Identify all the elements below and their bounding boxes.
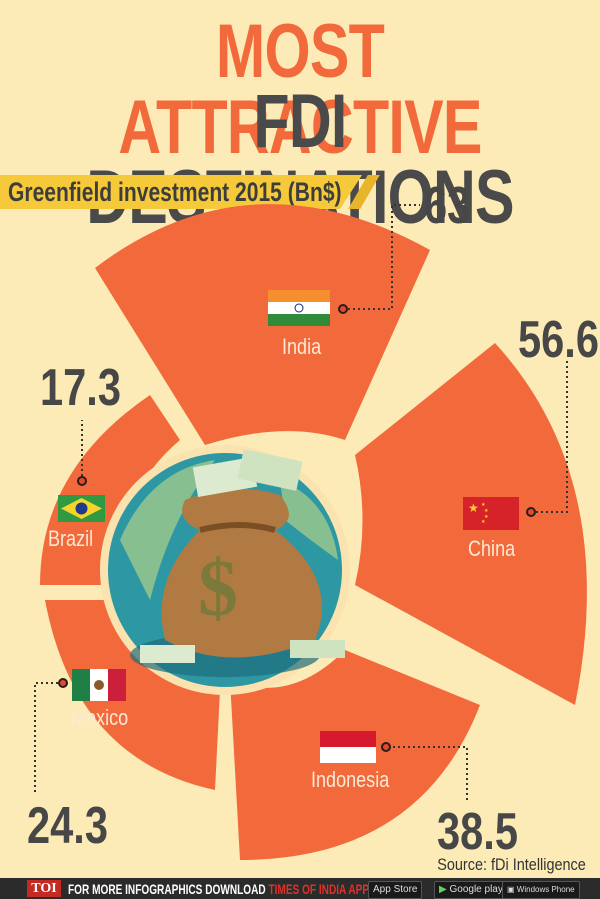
label-indonesia: Indonesia [311,767,390,792]
subtitle-bar [0,175,340,209]
title-line-1: MOST ATTRACTIVE [118,9,482,170]
indonesia-flag-icon [320,731,376,763]
value-mexico: 24.3 [27,797,108,855]
svg-text:★: ★ [484,514,489,520]
svg-text:★: ★ [484,508,489,514]
label-india: India [282,334,322,359]
footer-promo: FOR MORE INFOGRAPHICS DOWNLOAD TIMES OF … [68,881,369,897]
label-brazil: Brazil [48,526,94,551]
segment-india [95,204,430,445]
value-india: 63 [424,177,471,235]
windows-phone-label: Windows Phone [516,885,575,894]
mexico-flag-icon [72,669,126,701]
toi-logo[interactable]: TOI [27,880,61,897]
value-brazil: 17.3 [40,359,121,417]
svg-text:★: ★ [468,501,479,515]
play-icon: ▶ [439,884,447,895]
svg-text:★: ★ [481,519,486,525]
windows-icon: ▣ [507,885,515,894]
svg-text:$: $ [198,545,238,633]
svg-text:★: ★ [481,502,486,508]
windows-phone-badge[interactable]: ▣ Windows Phone [502,881,580,899]
app-store-badge[interactable]: App Store [368,881,423,899]
label-mexico: Mexico [71,705,129,730]
brazil-flag-icon [58,495,105,522]
india-flag-icon [268,290,330,326]
value-indonesia: 38.5 [437,803,518,861]
footer-promo-text: FOR MORE INFOGRAPHICS DOWNLOAD [68,881,269,897]
google-play-label: Google play [449,884,503,895]
value-china: 56.6 [518,311,599,369]
google-play-badge[interactable]: ▶ Google play [434,881,508,899]
footer-app-name[interactable]: TIMES OF INDIA APP [268,881,370,897]
segment-mexico [45,600,220,790]
segment-brazil [40,395,180,585]
chart-subtitle: Greenfield investment 2015 (Bn$) [8,177,342,207]
label-china: China [468,536,516,561]
app-store-label: App Store [373,884,418,895]
china-flag-icon: ★ ★ ★ ★ ★ [463,497,519,530]
source-note: Source: fDi Intelligence [437,855,586,874]
